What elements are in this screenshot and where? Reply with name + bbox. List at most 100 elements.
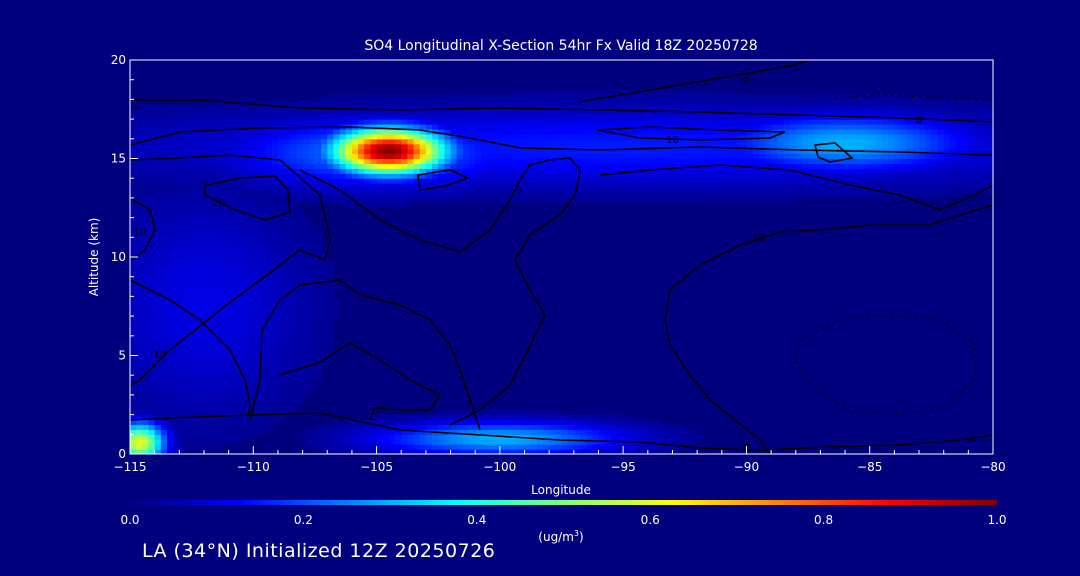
heatmap-cell [401, 444, 408, 450]
heatmap-cell [191, 276, 199, 283]
heatmap-cell [339, 444, 347, 450]
heatmap-cell [136, 271, 143, 278]
heatmap-cell [191, 188, 199, 194]
heatmap-cell [869, 133, 877, 140]
heatmap-cell [166, 345, 174, 352]
heatmap-cell [185, 316, 193, 322]
heatmap-cell [265, 192, 273, 199]
heatmap-cell [351, 178, 359, 184]
heatmap-cell [142, 330, 150, 337]
heatmap-cell [339, 183, 347, 189]
heatmap-cell [462, 104, 470, 110]
heatmap-cell [764, 158, 772, 165]
heatmap-cell [882, 119, 889, 125]
heatmap-cell [284, 360, 291, 366]
heatmap-cell [376, 424, 384, 430]
heatmap-cell [160, 261, 168, 268]
heatmap-cell [185, 370, 193, 376]
heatmap-cell [567, 128, 575, 135]
heatmap-cell [752, 197, 760, 204]
heatmap-cell [197, 375, 205, 381]
heatmap-cell [610, 414, 618, 421]
heatmap-cell [284, 158, 291, 165]
heatmap-cell [364, 168, 371, 174]
heatmap-cell [857, 168, 865, 174]
heatmap-cell [234, 291, 242, 297]
heatmap-cell [888, 94, 895, 100]
heatmap-cell [253, 178, 261, 184]
heatmap-cell [370, 158, 378, 165]
heatmap-cell [456, 424, 464, 430]
heatmap-cell [166, 173, 174, 179]
heatmap-cell [253, 232, 261, 238]
heatmap-cell [789, 133, 797, 140]
heatmap-cell [635, 173, 643, 179]
heatmap-cell [395, 148, 402, 155]
heatmap-cell [561, 119, 569, 125]
heatmap-cell [191, 212, 199, 219]
heatmap-cell [419, 114, 427, 120]
heatmap-cell [185, 114, 193, 120]
heatmap-cell [388, 124, 396, 130]
heatmap-cell [518, 409, 526, 416]
heatmap-cell [265, 424, 273, 430]
heatmap-cell [314, 153, 322, 160]
heatmap-cell [314, 325, 322, 332]
heatmap-cell [512, 449, 519, 454]
heatmap-cell [758, 183, 766, 189]
heatmap-cell [919, 153, 926, 160]
heatmap-cell [345, 138, 353, 145]
heatmap-cell [968, 168, 976, 174]
heatmap-cell [690, 119, 698, 125]
heatmap-cell [382, 197, 390, 204]
heatmap-cell [666, 89, 674, 96]
heatmap-cell [265, 276, 273, 283]
heatmap-cell [382, 138, 390, 145]
heatmap-cell [937, 178, 945, 184]
heatmap-cell [672, 99, 680, 105]
heatmap-cell [185, 212, 193, 219]
heatmap-cell [148, 335, 156, 342]
heatmap-cell [376, 133, 384, 140]
heatmap-cell [974, 104, 982, 110]
heatmap-cell [555, 178, 563, 184]
heatmap-cell [653, 163, 661, 169]
heatmap-cell [629, 143, 637, 150]
heatmap-cell [216, 271, 224, 278]
heatmap-cell [678, 439, 686, 445]
heatmap-cell [302, 296, 310, 302]
heatmap-cell [629, 99, 637, 105]
heatmap-cell [160, 247, 168, 253]
heatmap-cell [160, 119, 168, 125]
heatmap-cell [234, 217, 242, 224]
heatmap-cell [937, 148, 945, 155]
heatmap-cell [277, 153, 285, 160]
heatmap-cell [173, 148, 180, 155]
heatmap-cell [277, 306, 285, 312]
heatmap-cell [555, 424, 563, 430]
heatmap-cell [808, 188, 815, 194]
heatmap-cell [808, 104, 815, 110]
heatmap-cell [647, 109, 655, 115]
heatmap-cell [586, 439, 593, 445]
heatmap-cell [222, 173, 230, 179]
heatmap-cell [857, 143, 865, 150]
heatmap-cell [690, 89, 698, 96]
heatmap-cell [197, 311, 205, 317]
heatmap-cell [857, 124, 865, 130]
heatmap-cell [610, 109, 618, 115]
heatmap-cell [801, 133, 809, 140]
heatmap-cell [869, 99, 877, 105]
heatmap-cell [203, 365, 211, 371]
heatmap-cell [530, 197, 538, 204]
heatmap-cell [425, 173, 433, 179]
heatmap-cell [715, 119, 723, 125]
heatmap-cell [160, 128, 168, 135]
heatmap-cell [851, 173, 858, 179]
heatmap-cell [290, 109, 298, 115]
heatmap-cell [647, 104, 655, 110]
heatmap-cell [130, 325, 137, 332]
heatmap-cell [697, 94, 704, 100]
heatmap-cell [475, 119, 482, 125]
heatmap-cell [160, 291, 168, 297]
